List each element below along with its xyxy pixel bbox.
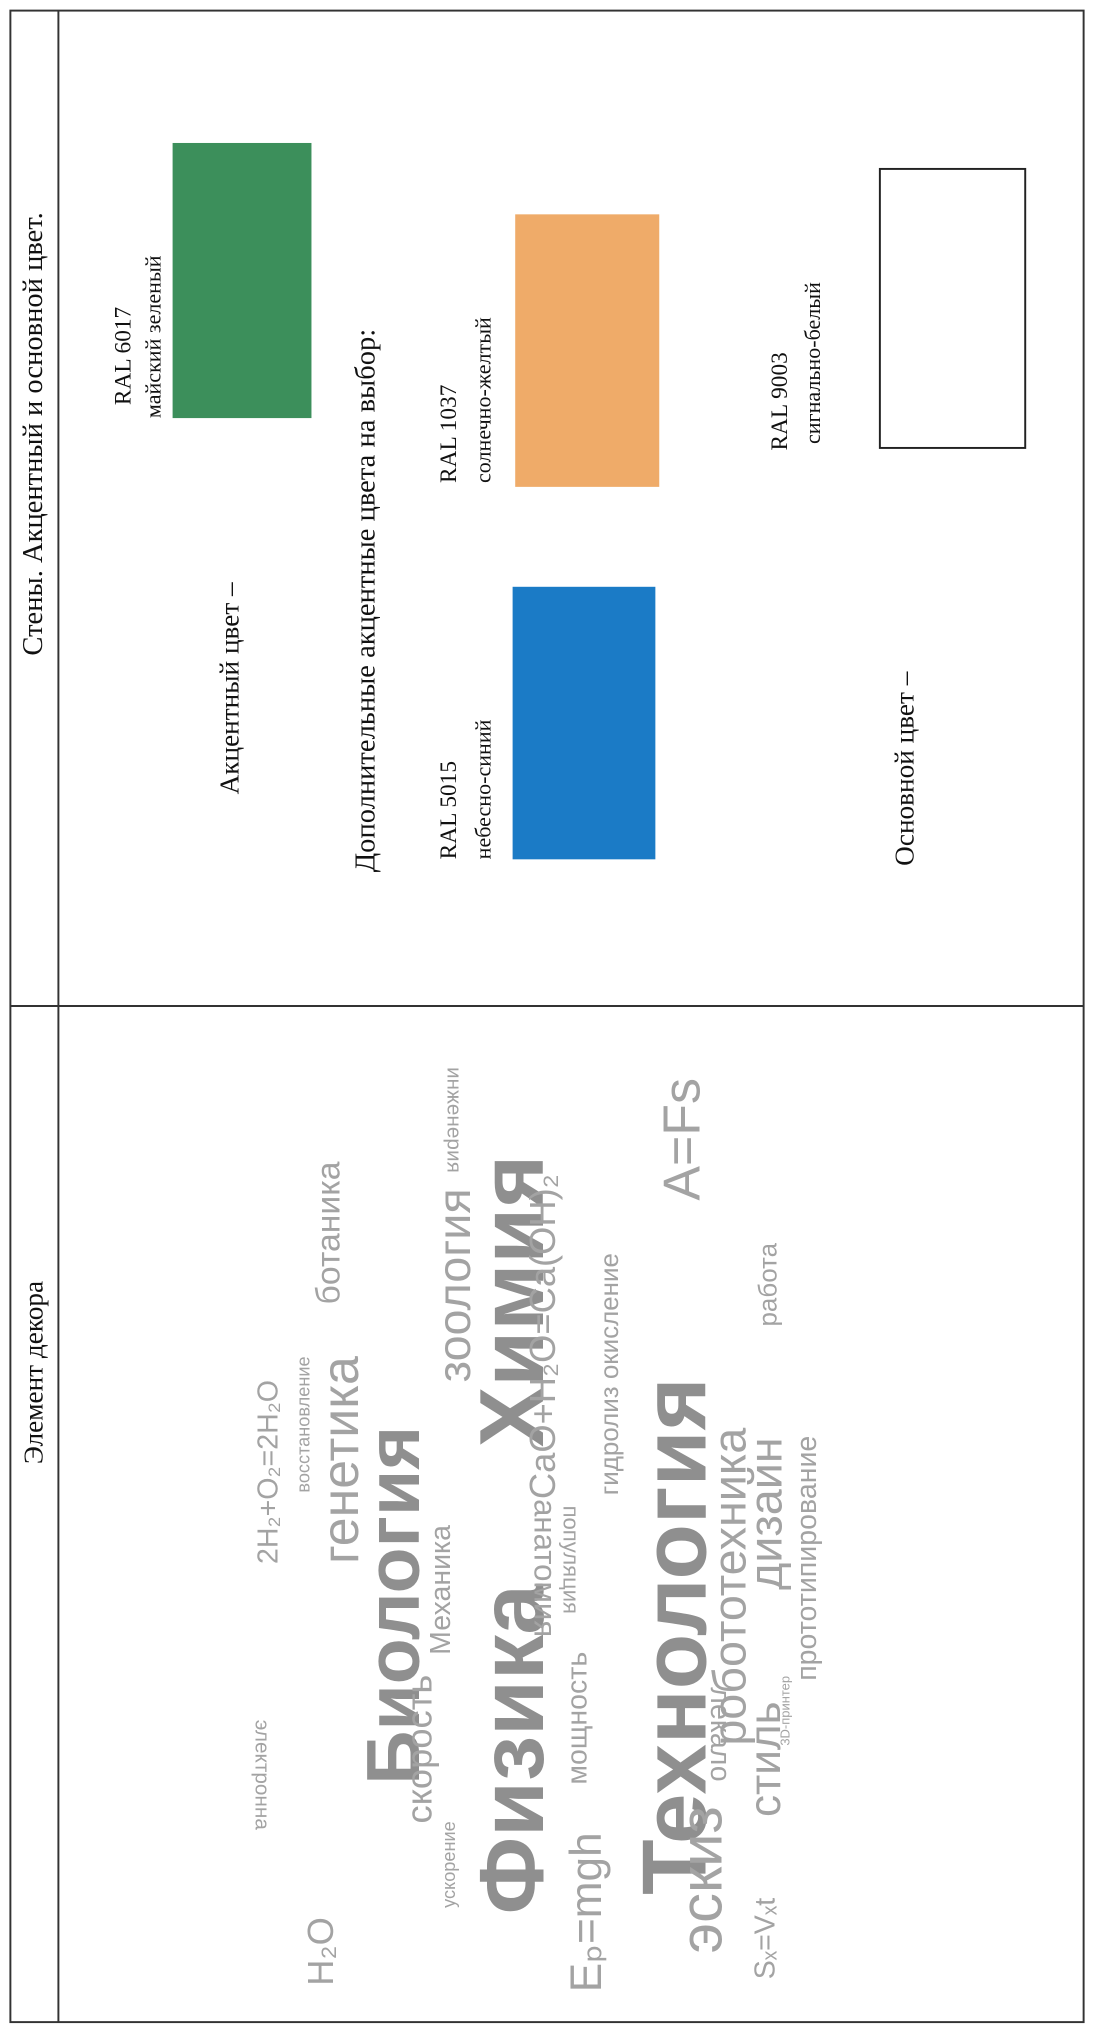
word: Механика: [425, 1525, 457, 1655]
word: гидролиз окисление: [596, 1253, 624, 1495]
word: A=Fs: [652, 1078, 710, 1201]
word: мощность: [561, 1652, 593, 1785]
word: ботаника: [309, 1161, 347, 1304]
color-swatch: [172, 142, 312, 419]
word: робототехника: [703, 1428, 755, 1746]
word: стиль: [741, 1701, 790, 1817]
word: работа: [754, 1242, 782, 1326]
header-left: Элемент декора: [19, 1281, 49, 1464]
swatch-code: RAL 6017: [110, 307, 136, 405]
color-swatch: [512, 586, 656, 860]
swatch-code: RAL 1037: [436, 385, 462, 483]
word: Биология: [351, 1426, 435, 1785]
word: скорость: [399, 1675, 440, 1824]
word: лекало: [704, 1687, 736, 1781]
word: дизайн: [740, 1437, 792, 1590]
word: зоология: [428, 1188, 480, 1382]
color-swatch: [878, 167, 1027, 449]
swatch-name: сигнально-белый: [800, 282, 825, 444]
swatch-name: солнечно-желтый: [470, 317, 495, 483]
accent-label: Акцентный цвет –: [215, 582, 245, 794]
word: Eₚ=mgh: [562, 1832, 611, 1992]
word: прототипирование: [791, 1436, 823, 1681]
word: анатомия: [528, 1499, 563, 1637]
word: ускорение: [439, 1821, 459, 1908]
swatch-code: RAL 9003: [767, 352, 793, 450]
word: Физика: [462, 1583, 563, 1915]
word: 3D-принтер: [778, 1676, 793, 1746]
additional-label: Дополнительные акцентные цвета на выбор:: [350, 329, 381, 873]
word: CaO+H₂O=Ca(OH)₂: [522, 1174, 563, 1499]
word: генетика: [311, 1356, 369, 1564]
word: популяция: [559, 1506, 584, 1614]
word: восстановление: [294, 1356, 314, 1492]
table-border: [9, 9, 1085, 2024]
word: H₂O: [300, 1917, 341, 1986]
word: инженерия: [443, 1067, 466, 1173]
word: Технология: [624, 1377, 725, 1895]
word-cloud: Физика Биология Химия Технология генетик…: [251, 1067, 824, 1992]
word: эскиз: [667, 1806, 734, 1953]
header-right: Стены. Акцентный и основной цвет.: [18, 212, 49, 655]
word: Sₓ=Vₓt: [750, 1898, 782, 1979]
word: Химия: [462, 1155, 563, 1447]
word: 2H₂+O₂=2H₂O: [253, 1380, 285, 1564]
main-label: Основной цвет –: [890, 671, 920, 866]
swatch-code: RAL 5015: [436, 761, 462, 859]
swatch-name: небесно-синий: [470, 719, 495, 859]
swatch-name: майский зеленый: [141, 255, 166, 418]
color-swatch: [515, 214, 660, 487]
word: электронна: [251, 1720, 274, 1831]
